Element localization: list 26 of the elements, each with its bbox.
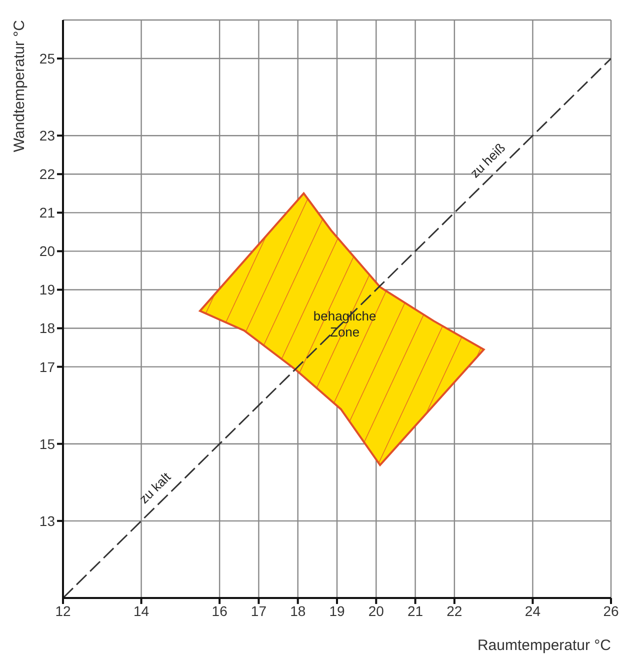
x-tick-label: 20 (368, 602, 384, 619)
y-tick-label: 13 (39, 512, 56, 529)
x-tick-label: 18 (290, 602, 306, 619)
y-tick-label: 22 (39, 166, 56, 182)
y-tick-label: 21 (39, 204, 56, 221)
x-tick-label: 16 (212, 602, 228, 619)
y-tick-label: 15 (39, 436, 56, 452)
y-tick-label: 20 (39, 243, 56, 260)
y-tick-label: 18 (39, 320, 56, 336)
x-tick-label: 22 (446, 602, 462, 619)
x-tick-label: 14 (133, 602, 150, 619)
x-axis-title: Raumtemperatur °C (477, 637, 612, 654)
x-tick-label: 19 (329, 602, 345, 619)
x-tick-label: 24 (524, 602, 541, 619)
y-tick-label: 17 (39, 358, 56, 375)
x-tick-label: 12 (55, 602, 71, 619)
y-tick-label: 19 (39, 282, 56, 298)
x-tick-label: 26 (603, 602, 619, 619)
annotation: behagliche Zone (313, 308, 376, 340)
y-tick-label: 25 (39, 50, 56, 67)
annotation: zu heiß (467, 140, 508, 181)
y-tick-label: 23 (39, 128, 56, 144)
y-axis-title: Wandtemperatur °C (11, 20, 28, 152)
x-tick-label: 17 (250, 602, 267, 619)
annotation: zu kalt (136, 469, 174, 506)
x-tick-label: 21 (407, 602, 424, 619)
